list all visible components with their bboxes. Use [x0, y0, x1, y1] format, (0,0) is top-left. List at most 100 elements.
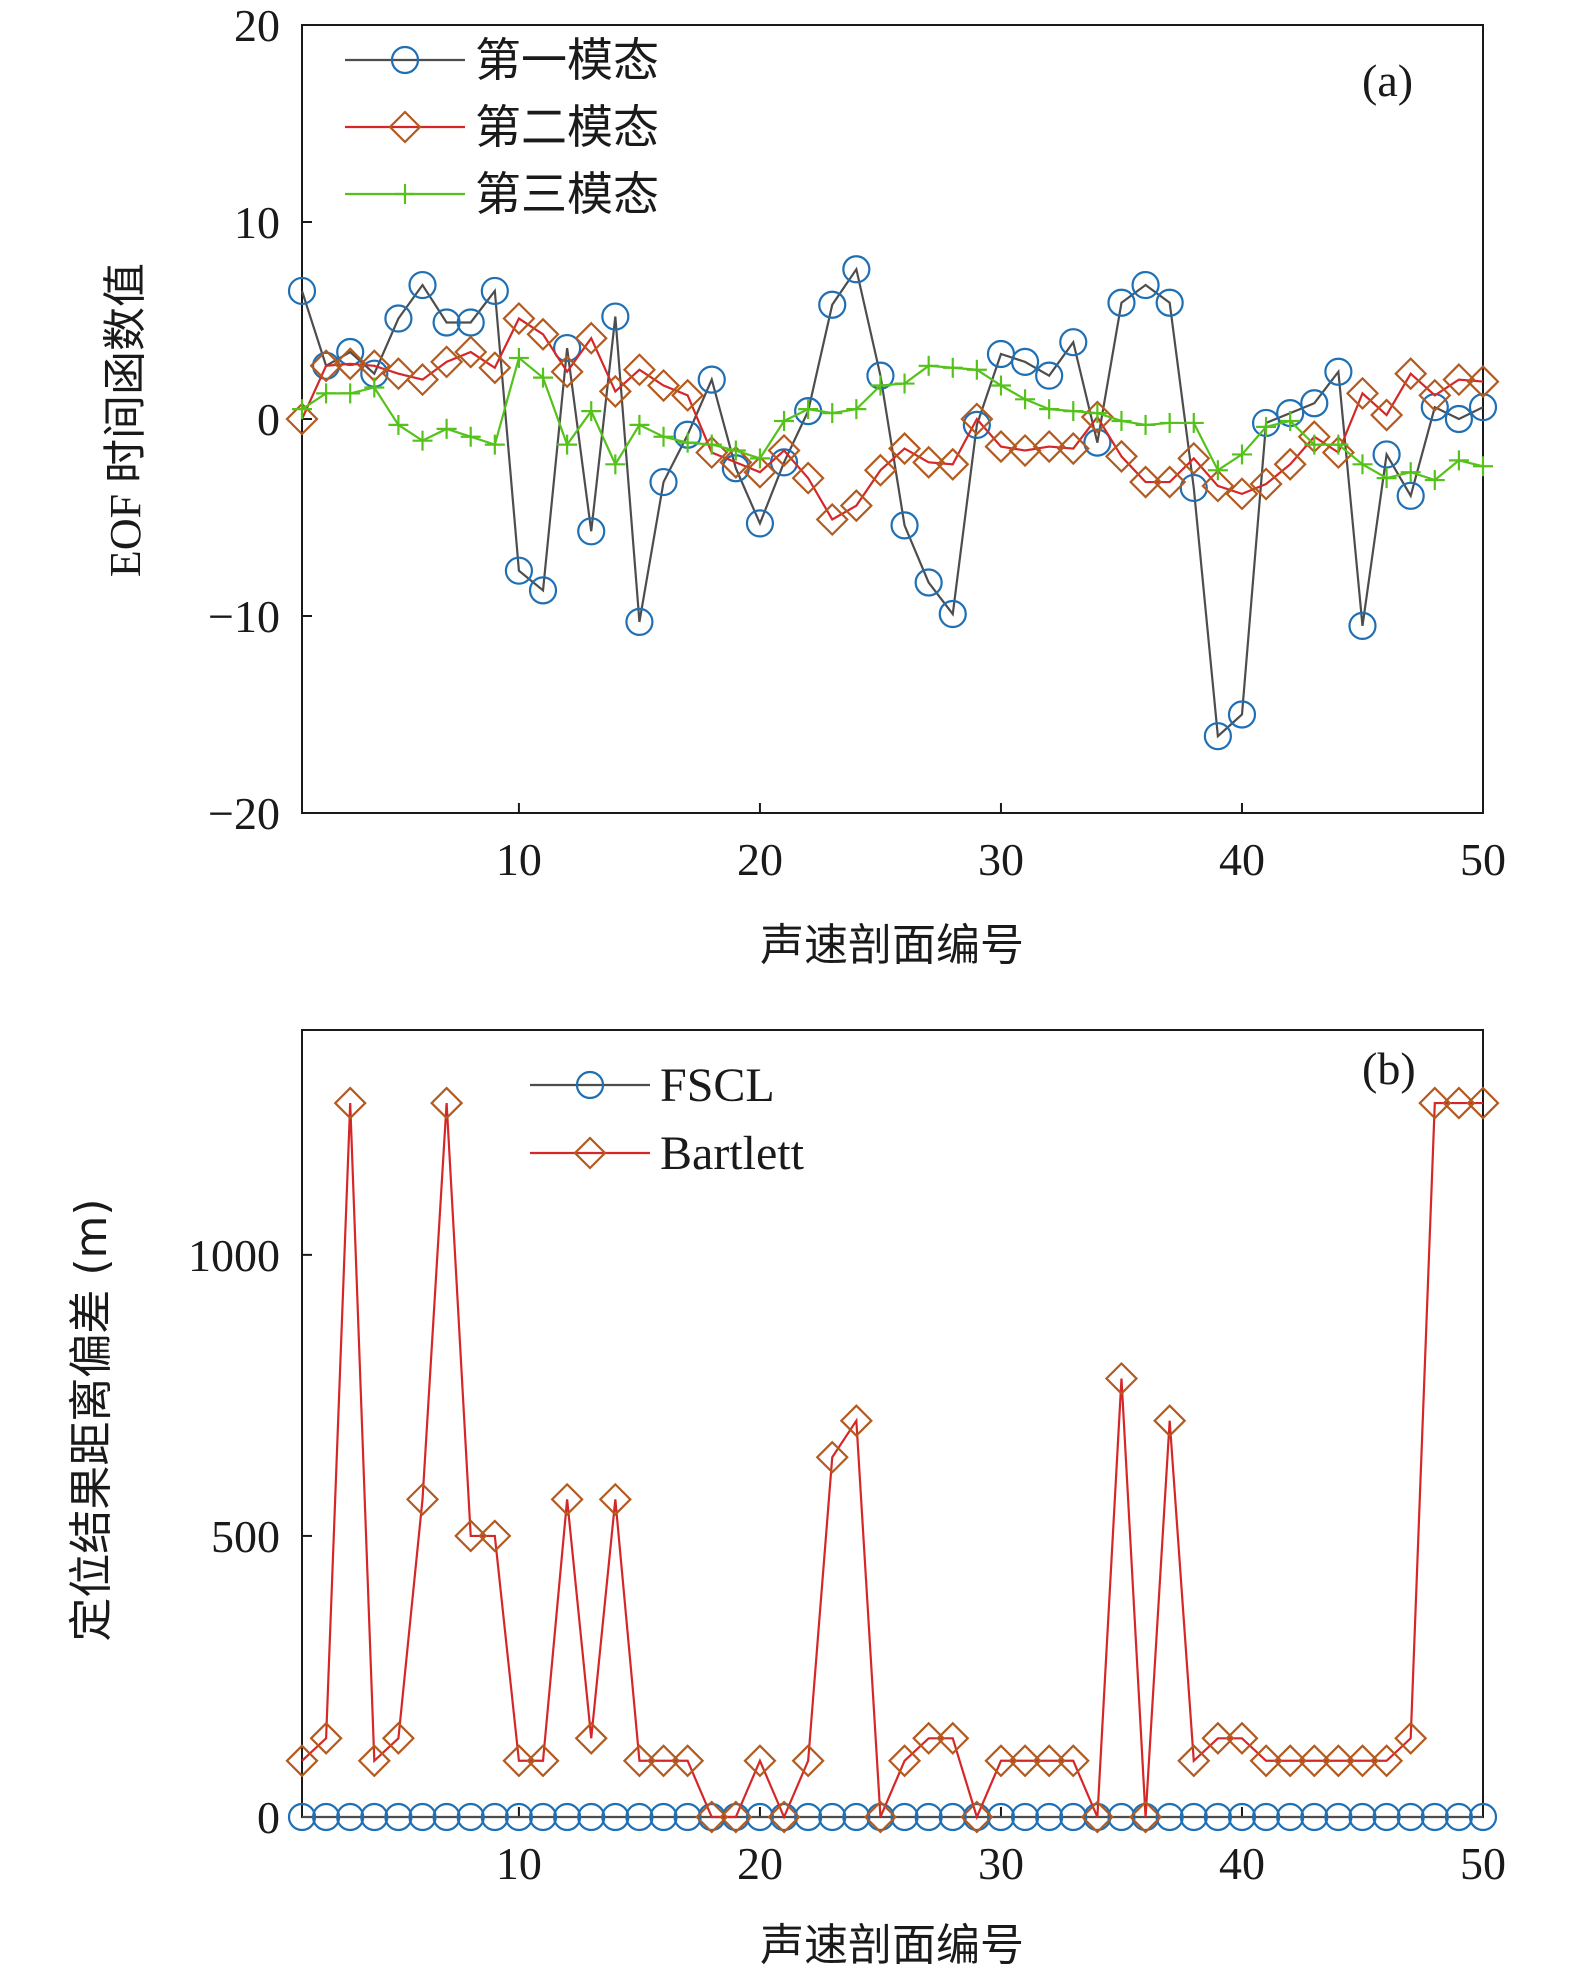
panel-a-series-1-point-circle-marker	[1059, 328, 1088, 357]
panel-a-series-2-point-diamond-marker	[839, 489, 873, 523]
panel-b-series-1-point-circle-marker	[601, 1802, 630, 1832]
panel-b-series-1-point-circle-marker	[1155, 1802, 1184, 1832]
panel-b-series-1-point-circle-marker	[986, 1802, 1016, 1832]
panel-a-series-3-point-plus-marker	[1063, 401, 1084, 422]
panel-a-series-2-point-diamond-marker	[598, 374, 632, 408]
panel-a-ticks: 10 20 30 40 50 −20 −10 0 10 20	[208, 0, 1506, 885]
panel-b-series-1-point-circle-marker	[553, 1802, 582, 1832]
panel-a-legend-item-1-circle-marker	[390, 45, 420, 75]
panel-a-series-2-point-diamond-marker	[671, 378, 705, 412]
panel-a-series-2-point-diamond-marker	[743, 455, 777, 489]
panel-b-series-2-point-diamond-marker	[1104, 1361, 1139, 1396]
panel-b-series-1-point-circle-marker	[1348, 1802, 1377, 1832]
panel-a-x-tick-label: 10	[496, 834, 542, 885]
panel-a-series-2-point-diamond-marker	[719, 445, 753, 479]
panel-b-series-1-point-circle-marker	[1010, 1802, 1040, 1832]
panel-b-series-2-point-diamond-marker	[767, 1800, 801, 1834]
panel-b-series-1-point-circle-marker	[1300, 1802, 1329, 1832]
panel-b-series-1-point-circle-marker	[287, 1802, 317, 1832]
panel-a-series-1-point-circle-marker	[528, 576, 558, 605]
panel-b-legend-item-2: Bartlett	[530, 1127, 805, 1180]
panel-a-series-2-point-diamond-marker	[1225, 477, 1259, 511]
panel-a-series-2-point-diamond-marker	[333, 347, 367, 381]
panel-b-series-2-point-diamond-marker	[863, 1800, 898, 1834]
panel-a-series-2-point-diamond-marker	[405, 363, 440, 397]
panel-b-y-axis-label: 定位结果距离偏差 (m)	[66, 1198, 117, 1641]
panel-a-series-1-point-circle-marker	[890, 511, 919, 540]
panel-a-y-axis-label: EOF 时间函数值	[101, 263, 150, 577]
panel-a-series-1-point-circle-marker	[384, 304, 413, 333]
panel-a-series-3-point-plus-marker	[1039, 399, 1060, 420]
panel-b-series-2-point-diamond-marker	[1297, 1744, 1331, 1778]
panel-a-series-1-point-circle-marker	[1083, 428, 1112, 457]
panel-a-series-2-point-diamond-marker	[1129, 465, 1163, 499]
panel-b-series-2-point-diamond-marker	[574, 1721, 608, 1755]
panel-b-series-2-point-diamond-marker	[1056, 1744, 1090, 1778]
panel-a-series-3-point-plus-marker	[557, 434, 578, 455]
panel-a-series-3-point-plus-marker	[460, 426, 481, 447]
panel-a-series-3-point-plus-marker	[1015, 389, 1036, 410]
panel-a-series-3-point-plus-marker	[725, 440, 746, 461]
panel-a-series-1-point-circle-marker	[287, 276, 317, 306]
panel-b-series-2-point-diamond-marker	[1201, 1721, 1235, 1755]
panel-a-series-2-point-diamond-marker	[526, 317, 560, 351]
panel-a-series-2-point-diamond-marker	[574, 321, 608, 355]
panel-a-series-3-point-plus-marker	[1473, 456, 1493, 477]
panel-a-series-2-point-diamond-marker	[912, 445, 946, 479]
panel-a-series-3-point-plus-marker	[629, 414, 650, 435]
panel-a-series	[285, 255, 1500, 751]
panel-b-y-tick-label: 0	[257, 1792, 280, 1843]
panel-b-series-2-point-diamond-marker	[454, 1519, 488, 1553]
panel-a-legend-item-2: 第二模态	[345, 100, 659, 154]
panel-a-series-1-point-circle-marker	[1227, 700, 1257, 729]
panel-a-series-1-point-circle-marker	[1010, 347, 1040, 376]
panel-b-x-tick-label: 50	[1460, 1838, 1506, 1889]
panel-a-series-2-point-diamond-marker	[502, 301, 536, 336]
panel-a-series-3-point-plus-marker	[990, 375, 1011, 396]
panel-a-series-2-point-diamond-marker	[936, 447, 970, 481]
panel-b-series-2-point-diamond-marker	[791, 1744, 825, 1778]
panel-b-series-2-point-diamond-marker	[1153, 1404, 1187, 1438]
panel-b-tag: (b)	[1362, 1043, 1416, 1094]
panel-a-eof-chart: 10 20 30 40 50 −20 −10 0 10 20 (a) 声速剖面编号 EOF 时间函…	[101, 0, 1506, 971]
panel-a-series-2-point-diamond-marker	[1442, 363, 1476, 397]
panel-a-series-2-point-diamond-marker	[1466, 365, 1500, 399]
panel-b-plot-frame	[301, 1029, 1484, 1818]
panel-b-series-1-point-circle-marker	[1324, 1802, 1353, 1832]
panel-b-series-2-line	[301, 1101, 1483, 1821]
panel-b-series-1-point-circle-marker	[890, 1802, 919, 1832]
panel-b-series-2-point-diamond-marker	[1345, 1744, 1380, 1778]
panel-a-series-2-point-diamond-marker	[767, 433, 801, 468]
panel-b-legend-item-2-diamond-marker	[573, 1136, 607, 1170]
panel-a-series-2-point-diamond-marker	[550, 355, 584, 389]
panel-a-series-2-point-diamond-marker	[646, 368, 681, 403]
panel-b-series-1-point-circle-marker	[577, 1802, 606, 1832]
panel-b-series-1-point-circle-marker	[384, 1802, 413, 1832]
panel-b-series-1-point-circle-marker	[673, 1802, 702, 1832]
panel-a-series-3-point-plus-marker	[1111, 410, 1132, 431]
panel-a-series-2-point-diamond-marker	[1201, 469, 1235, 503]
panel-a-series-3-point-plus-marker	[605, 454, 626, 475]
panel-a-series-1-point-circle-marker	[1468, 393, 1498, 422]
panel-b-series-2-point-diamond-marker	[839, 1404, 873, 1438]
panel-a-y-tick-label: 0	[257, 394, 280, 445]
panel-b-series-2-point-diamond-marker	[912, 1721, 946, 1755]
panel-a-series-3-point-plus-marker	[1135, 414, 1156, 435]
panel-a-series-1-point-circle-marker	[1444, 404, 1473, 434]
panel-a-series-2-point-diamond-marker	[1345, 376, 1380, 410]
panel-a-series-3-point-plus-marker	[484, 434, 505, 455]
panel-a-series-3-point-plus-marker	[942, 357, 963, 378]
panel-b-series-2-point-diamond-marker	[598, 1482, 632, 1516]
panel-a-series-3-point-plus-marker	[1231, 444, 1252, 465]
panel-b-series-1-point-circle-marker	[1203, 1802, 1232, 1832]
panel-a-series-2-point-diamond-marker	[1321, 435, 1355, 470]
panel-a-series-1-point-circle-marker	[649, 467, 678, 497]
panel-a-tag: (a)	[1362, 55, 1413, 106]
panel-b-series-2-point-diamond-marker	[357, 1744, 391, 1778]
panel-a-x-tick-label: 30	[978, 834, 1024, 885]
panel-b-legend-item-1-label: FSCL	[660, 1059, 775, 1112]
panel-a-series-2-point-diamond-marker	[1153, 465, 1187, 499]
panel-a-series-3-point-plus-marker	[1304, 434, 1325, 455]
panel-b-series-1-point-circle-marker	[914, 1802, 943, 1832]
